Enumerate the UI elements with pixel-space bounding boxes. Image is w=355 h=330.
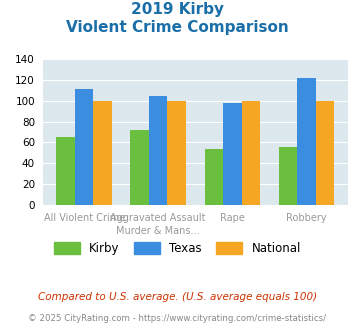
Bar <box>168 101 186 205</box>
Text: Aggravated Assault: Aggravated Assault <box>110 213 206 223</box>
Text: Robbery: Robbery <box>286 213 327 223</box>
Bar <box>297 78 316 205</box>
Text: 2019 Kirby: 2019 Kirby <box>131 2 224 16</box>
Bar <box>149 96 168 205</box>
Bar <box>56 137 75 205</box>
Bar <box>204 148 223 205</box>
Bar <box>279 147 297 205</box>
Bar <box>75 89 93 205</box>
Bar <box>131 130 149 205</box>
Text: Compared to U.S. average. (U.S. average equals 100): Compared to U.S. average. (U.S. average … <box>38 292 317 302</box>
Bar <box>93 101 112 205</box>
Text: Violent Crime Comparison: Violent Crime Comparison <box>66 20 289 35</box>
Text: All Violent Crime: All Violent Crime <box>44 213 125 223</box>
Text: Rape: Rape <box>220 213 245 223</box>
Bar <box>241 101 260 205</box>
Bar <box>316 101 334 205</box>
Text: Murder & Mans...: Murder & Mans... <box>116 226 200 236</box>
Bar <box>223 103 241 205</box>
Legend: Kirby, Texas, National: Kirby, Texas, National <box>49 237 306 259</box>
Text: © 2025 CityRating.com - https://www.cityrating.com/crime-statistics/: © 2025 CityRating.com - https://www.city… <box>28 314 327 323</box>
